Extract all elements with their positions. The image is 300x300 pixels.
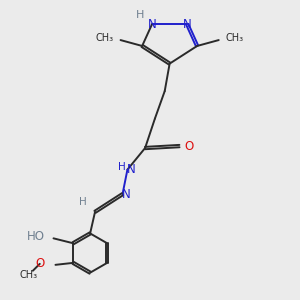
Text: CH₃: CH₃ bbox=[96, 33, 114, 43]
Text: CH₃: CH₃ bbox=[226, 33, 244, 43]
Text: N: N bbox=[183, 18, 192, 31]
Text: O: O bbox=[35, 257, 45, 270]
Text: H: H bbox=[136, 10, 144, 20]
Text: CH₃: CH₃ bbox=[20, 270, 38, 280]
Text: N: N bbox=[122, 188, 131, 201]
Text: HO: HO bbox=[27, 230, 45, 243]
Text: H: H bbox=[80, 197, 87, 207]
Text: H: H bbox=[118, 162, 125, 172]
Text: O: O bbox=[184, 140, 194, 153]
Text: N: N bbox=[148, 18, 156, 31]
Text: N: N bbox=[127, 163, 136, 176]
